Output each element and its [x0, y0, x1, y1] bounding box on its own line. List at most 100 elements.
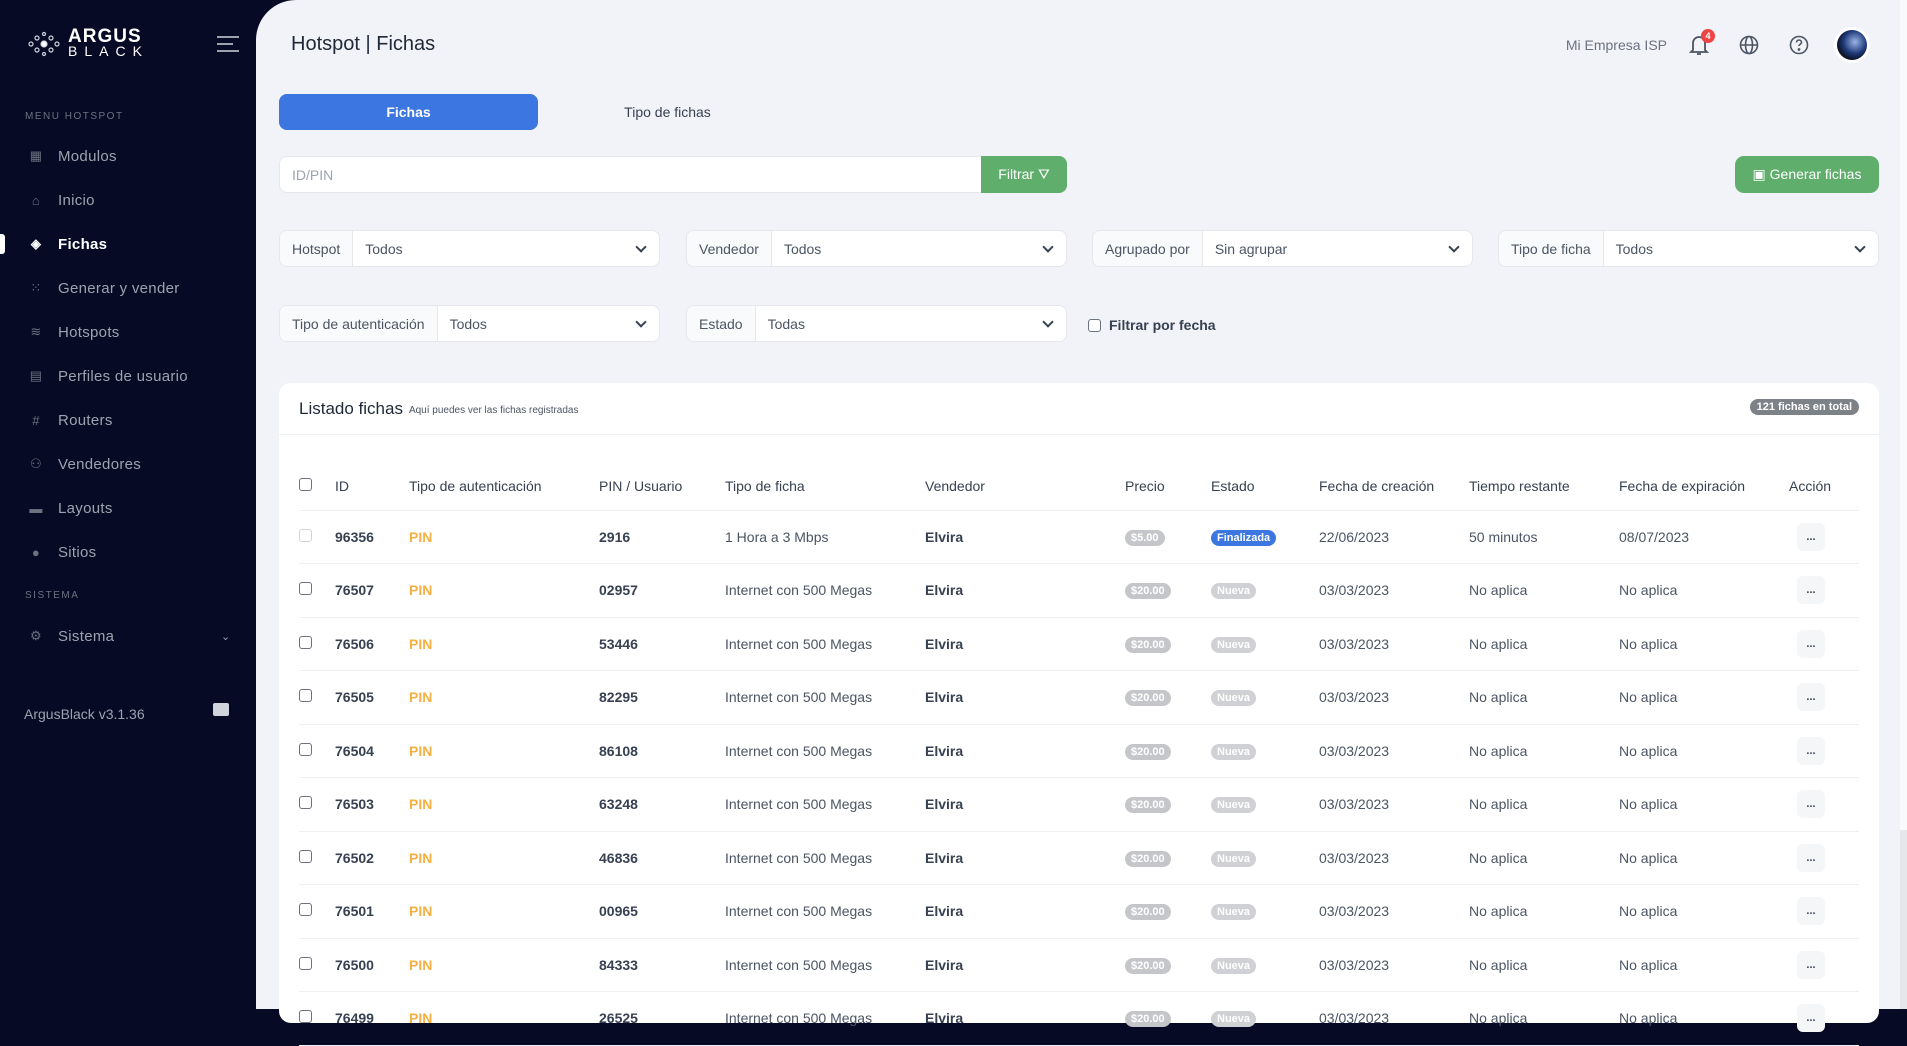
keyboard-icon[interactable] — [213, 703, 229, 716]
chevron-down-icon — [1042, 315, 1054, 328]
tipo-cell: Internet con 500 Megas — [725, 884, 925, 939]
layers-icon: ◈ — [30, 236, 42, 251]
filter-select[interactable]: Todos — [353, 231, 659, 266]
main-content: Hotspot | Fichas Mi Empresa ISP 4 Fichas… — [256, 0, 1907, 1046]
row-checkbox[interactable] — [299, 582, 312, 596]
row-checkbox[interactable] — [299, 903, 312, 917]
filter-select[interactable]: Todos — [438, 306, 659, 341]
action-button[interactable]: ... — [1797, 790, 1825, 819]
tab-tipo-de-fichas[interactable]: Tipo de fichas — [624, 104, 711, 120]
id-cell: 76506 — [335, 617, 409, 671]
filter-select[interactable]: Todos — [1604, 231, 1878, 266]
filter-tipo-de-autenticación[interactable]: Tipo de autenticación Todos — [279, 305, 660, 342]
vendedor-cell: Elvira — [925, 670, 1125, 725]
tipo-cell: Internet con 500 Megas — [725, 938, 925, 992]
row-checkbox[interactable] — [299, 635, 312, 649]
filter-agrupado-por[interactable]: Agrupado por Sin agrupar — [1092, 230, 1473, 267]
filter-hotspot[interactable]: Hotspot Todos — [279, 230, 660, 267]
action-button[interactable]: ... — [1797, 1004, 1825, 1033]
filter-vendedor[interactable]: Vendedor Todos — [686, 230, 1067, 267]
filter-select[interactable]: Todas — [756, 306, 1066, 341]
filter-label: Vendedor — [687, 231, 772, 266]
avatar[interactable] — [1837, 30, 1867, 60]
sidebar-item-label: Perfiles de usuario — [58, 367, 188, 385]
expiration-cell: No aplica — [1619, 724, 1789, 778]
expiration-cell: No aplica — [1619, 563, 1789, 618]
menu-toggle-icon[interactable] — [217, 36, 239, 57]
bell-icon[interactable]: 4 — [1687, 29, 1715, 57]
sidebar-item-fichas[interactable]: ◈ Fichas — [0, 224, 256, 264]
status-badge: Nueva — [1211, 690, 1257, 707]
filter-value: Todas — [767, 315, 805, 332]
grid-icon: ▦ — [29, 148, 43, 163]
action-button[interactable]: ... — [1797, 629, 1825, 658]
generate-fichas-button[interactable]: ▣ Generar fichas — [1735, 156, 1879, 193]
filter-label: Filtrar — [998, 166, 1035, 182]
id-cell: 76504 — [335, 724, 409, 778]
filter-tipo-de-ficha[interactable]: Tipo de ficha Todos — [1498, 230, 1879, 267]
filter-select[interactable]: Sin agrupar — [1203, 231, 1472, 266]
wifi-icon: ≋ — [30, 324, 42, 339]
action-button[interactable]: ... — [1797, 576, 1825, 605]
action-button[interactable]: ... — [1797, 843, 1825, 872]
logo[interactable]: ARGUS BLACK — [28, 27, 149, 58]
map-pin-icon: ● — [31, 544, 41, 560]
sidebar-item-layouts[interactable]: ▬ Layouts — [0, 488, 256, 528]
auth-cell: PIN — [409, 724, 599, 778]
sidebar-item-generar-y-vender[interactable]: ⁙ Generar y vender — [0, 268, 256, 308]
auth-cell: PIN — [409, 938, 599, 992]
globe-icon[interactable] — [1737, 33, 1761, 57]
pin-cell: 2916 — [599, 510, 725, 564]
row-checkbox[interactable] — [299, 1010, 312, 1024]
tipo-cell: Internet con 500 Megas — [725, 831, 925, 885]
search-input[interactable] — [279, 156, 982, 193]
row-checkbox[interactable] — [299, 956, 312, 970]
sidebar-item-sitios[interactable]: ● Sitios — [0, 532, 256, 572]
remaining-cell: No aplica — [1469, 991, 1619, 1046]
action-button[interactable]: ... — [1797, 950, 1825, 979]
row-checkbox[interactable] — [299, 689, 312, 703]
sidebar-item-inicio[interactable]: ⌂ Inicio — [0, 180, 256, 220]
row-checkbox[interactable] — [299, 742, 312, 756]
sidebar-item-hotspots[interactable]: ≋ Hotspots — [0, 312, 256, 352]
column-header: Vendedor — [925, 463, 1125, 511]
generate-label: Generar fichas — [1769, 166, 1862, 182]
sidebar-item-routers[interactable]: # Routers — [0, 400, 256, 440]
row-checkbox[interactable] — [299, 528, 312, 542]
filter-estado[interactable]: Estado Todas — [686, 305, 1067, 342]
date-filter-checkbox[interactable]: Filtrar por fecha — [1088, 317, 1216, 333]
sidebar-item-modulos[interactable]: ▦ Modulos — [0, 136, 256, 176]
action-button[interactable]: ... — [1797, 897, 1825, 926]
filter-button[interactable]: Filtrar ⛛ — [981, 156, 1067, 193]
chevron-down-icon — [1854, 240, 1866, 253]
action-button[interactable]: ... — [1797, 522, 1825, 551]
help-icon[interactable] — [1787, 33, 1811, 57]
tab-fichas[interactable]: Fichas — [279, 94, 538, 130]
table-row: 76500 PIN 84333 Internet con 500 Megas E… — [299, 938, 1859, 992]
column-header: Tipo de autenticación — [409, 463, 599, 511]
checkbox[interactable] — [1088, 318, 1101, 332]
sidebar-item-perfiles-de-usuario[interactable]: ▤ Perfiles de usuario — [0, 356, 256, 396]
created-cell: 03/03/2023 — [1319, 777, 1469, 832]
tipo-cell: Internet con 500 Megas — [725, 563, 925, 618]
expiration-cell: No aplica — [1619, 884, 1789, 939]
scrollbar[interactable] — [1900, 0, 1907, 1009]
sidebar-item-sistema[interactable]: ⚙ Sistema ⌄ — [0, 616, 256, 656]
company-name[interactable]: Mi Empresa ISP — [1565, 37, 1667, 53]
row-checkbox[interactable] — [299, 796, 312, 810]
remaining-cell: 50 minutos — [1469, 510, 1619, 564]
price-badge: $20.00 — [1125, 690, 1171, 707]
action-button[interactable]: ... — [1797, 683, 1825, 712]
price-badge: $20.00 — [1125, 743, 1171, 760]
chevron-down-icon — [1448, 240, 1460, 253]
checkbox[interactable] — [299, 478, 312, 492]
row-checkbox[interactable] — [299, 849, 312, 863]
action-button[interactable]: ... — [1797, 736, 1825, 765]
filter-select[interactable]: Todos — [772, 231, 1066, 266]
section-label: MENU HOTSPOT — [25, 111, 124, 122]
column-header: Precio — [1125, 463, 1211, 511]
pin-cell: 82295 — [599, 670, 725, 725]
select-all[interactable] — [299, 463, 335, 511]
vendedor-cell: Elvira — [925, 563, 1125, 618]
sidebar-item-vendedores[interactable]: ⚇ Vendedores — [0, 444, 256, 484]
